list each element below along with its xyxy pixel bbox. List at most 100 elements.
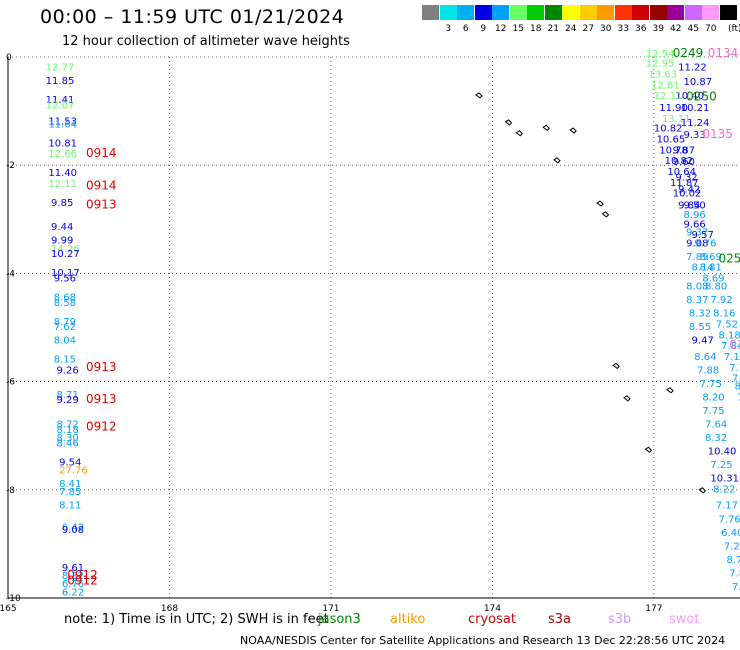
wave-height-value: 6.22 [62, 587, 84, 598]
wave-height-value: 11.87 [670, 178, 699, 189]
color-tick-label: 6 [462, 24, 469, 34]
wave-height-value: 10.82 [654, 124, 683, 135]
wave-height-value: 10.17 [51, 268, 80, 279]
color-swatch [492, 5, 509, 20]
color-tick-label: 3 [445, 24, 452, 34]
wave-height-value: 6.42 [62, 522, 84, 533]
wave-height-value: 8.04 [54, 336, 76, 347]
wave-height-value: 13.11 [662, 114, 691, 125]
satellite-altiko: altiko [390, 612, 426, 627]
island-outline [475, 92, 483, 99]
wave-height-value: 6.76 [62, 579, 84, 590]
satellite-cryosat: cryosat [468, 612, 516, 627]
wave-height-value: 9.33 [683, 130, 705, 141]
page-title: 00:00 – 11:59 UTC 01/21/2024 [40, 6, 345, 28]
wave-height-value: 7.84 [721, 341, 740, 352]
wave-height-value: 8.20 [702, 393, 724, 404]
island-outline [515, 130, 524, 137]
color-tick-label: 30 [600, 24, 612, 34]
wave-height-value: 9.56 [54, 274, 76, 285]
wave-height-value: 10.40 [708, 447, 737, 458]
wave-height-value: 9.26 [56, 365, 78, 376]
wave-height-value: 7.4 [737, 393, 740, 404]
wave-height-value: 7.13 [724, 352, 740, 363]
color-tick-label: 42 [670, 24, 682, 34]
wave-height-value: 8.08 [686, 282, 708, 293]
wave-height-value: 8.15 [54, 355, 76, 366]
wave-height-value: 8.55 [689, 322, 711, 333]
wave-height-value: 9.08 [686, 238, 708, 249]
wave-height-value: 9.50 [683, 200, 705, 211]
wave-height-value: 10.27 [51, 249, 80, 260]
satellite-s3b: s3b [608, 612, 632, 627]
island-outline [596, 200, 604, 207]
wave-height-value: 12.54 [646, 49, 675, 60]
color-tick-label: 24 [565, 24, 577, 34]
wave-height-value: 7.77 [729, 363, 740, 374]
wave-height-value: 11.41 [46, 95, 75, 106]
pass-time-label: 0914 [86, 179, 117, 193]
pass-time-label: 0249 [673, 46, 704, 60]
wave-height-value: 6.40 [721, 528, 740, 539]
wave-height-value: 27.76 [59, 466, 88, 477]
color-swatch [474, 5, 492, 20]
pass-time-label: 0913 [86, 392, 117, 406]
island-outline [542, 124, 550, 131]
color-swatch [597, 5, 614, 20]
color-swatch [509, 5, 527, 20]
wave-height-value: 9.76 [694, 238, 716, 249]
wave-height-value: 9.84 [678, 200, 700, 211]
color-tick-label: 70 [705, 24, 717, 34]
color-tick-label: 18 [530, 24, 542, 34]
wave-height-value: 8.46 [56, 439, 78, 450]
lat-tick-label: -8 [6, 486, 15, 496]
wave-height-value: 9.85 [51, 198, 73, 209]
wave-height-value: 7.85 [59, 487, 81, 498]
lon-tick-label: 165 [0, 604, 17, 614]
wave-height-value: 8.14 [692, 263, 714, 274]
color-swatch [562, 5, 579, 20]
wave-height-value: 9.57 [692, 230, 714, 241]
wave-height-value: 8.18 [718, 330, 740, 341]
wave-height-value: 11.22 [678, 63, 707, 74]
lat-tick-label: -6 [6, 378, 15, 388]
wave-height-value: 8.41 [59, 479, 81, 490]
color-swatch [457, 5, 474, 20]
wave-height-value: 8.37 [686, 295, 708, 306]
wave-height-value: 8.18 [56, 425, 78, 436]
island-outline [504, 119, 513, 126]
wave-height-value: 8.09 [735, 382, 740, 393]
color-tick-label: 27 [582, 24, 594, 34]
wave-height-value: 7.88 [697, 365, 719, 376]
island-outline [623, 395, 631, 402]
wave-height-value: 8.79 [54, 317, 76, 328]
wave-height-value: 13.63 [649, 70, 678, 81]
color-tick-label: 36 [635, 24, 647, 34]
wave-height-value: 9.87 [673, 145, 695, 156]
wave-height-value: 9.37 [686, 228, 708, 239]
wave-height-value: 10.31 [710, 474, 739, 485]
wave-height-value: 7.76 [718, 514, 740, 525]
lon-tick-label: 174 [484, 604, 501, 614]
island-outline [666, 387, 674, 394]
pass-time-label: 0913 [86, 197, 117, 211]
wave-height-value: 9.47 [692, 336, 714, 347]
color-swatch [527, 5, 544, 20]
wave-height-value: 8.58 [54, 298, 76, 309]
lat-tick-label: 0 [6, 53, 12, 63]
lat-tick-label: -2 [6, 161, 15, 171]
wave-height-value: 9.42 [678, 184, 700, 195]
wave-height-value: 8.70 [727, 555, 740, 566]
pass-time-label: 0136 [729, 338, 740, 352]
wave-height-value: 7.64 [705, 420, 727, 431]
wave-height-value: 10.81 [48, 138, 77, 149]
wave-height-value: 8.22 [713, 485, 735, 496]
wave-height-value: 10.64 [667, 167, 696, 178]
island-outline [698, 487, 707, 494]
lon-tick-label: 177 [645, 604, 662, 614]
color-tick-label: 9 [480, 24, 487, 34]
wave-height-value: 9.44 [51, 222, 73, 233]
wave-height-value: 12.11 [654, 91, 683, 102]
wave-height-value: 8.32 [62, 571, 84, 582]
color-swatch [422, 5, 439, 20]
